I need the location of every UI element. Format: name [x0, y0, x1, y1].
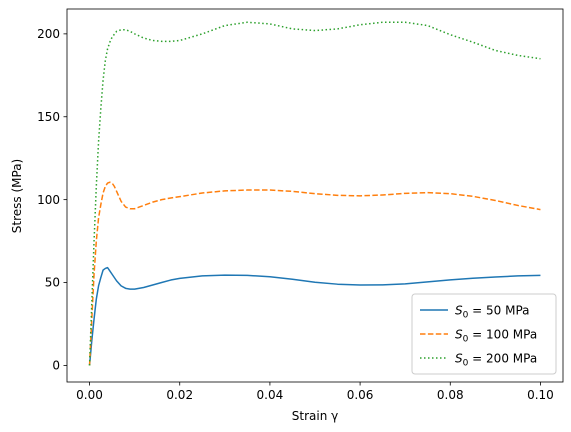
y-tick-label: 150 — [37, 110, 60, 124]
x-tick-label: 0.10 — [527, 388, 554, 402]
y-tick-label: 100 — [37, 193, 60, 207]
series-line-2 — [88, 181, 541, 366]
y-axis: 0 50 100 150 200 — [37, 27, 67, 373]
legend-label-3: S0 = 200 MPa — [455, 352, 537, 369]
x-tick-label: 0.02 — [166, 388, 193, 402]
legend-label-2: S0 = 100 MPa — [455, 328, 537, 345]
legend-box — [411, 293, 557, 375]
y-tick-label: 50 — [45, 276, 60, 290]
x-tick-label: 0.00 — [76, 388, 103, 402]
x-tick-label: 0.06 — [347, 388, 374, 402]
plot-frame — [66, 8, 564, 383]
series-line-1 — [88, 266, 541, 366]
x-axis: 0.00 0.02 0.04 0.06 0.08 0.10 — [76, 382, 554, 402]
y-tick-label: 200 — [37, 27, 60, 41]
legend: S0 = 50 MPa S0 = 100 MPa S0 = 200 MPa — [411, 293, 557, 375]
series-line-3 — [88, 21, 541, 366]
x-axis-label: Strain γ — [292, 409, 338, 423]
y-axis-label: Stress (MPa) — [10, 159, 24, 233]
y-tick-label: 0 — [52, 359, 60, 373]
x-tick-label: 0.04 — [257, 388, 284, 402]
legend-label-1: S0 = 50 MPa — [455, 304, 530, 321]
series-layer — [88, 21, 541, 366]
x-tick-label: 0.08 — [437, 388, 464, 402]
